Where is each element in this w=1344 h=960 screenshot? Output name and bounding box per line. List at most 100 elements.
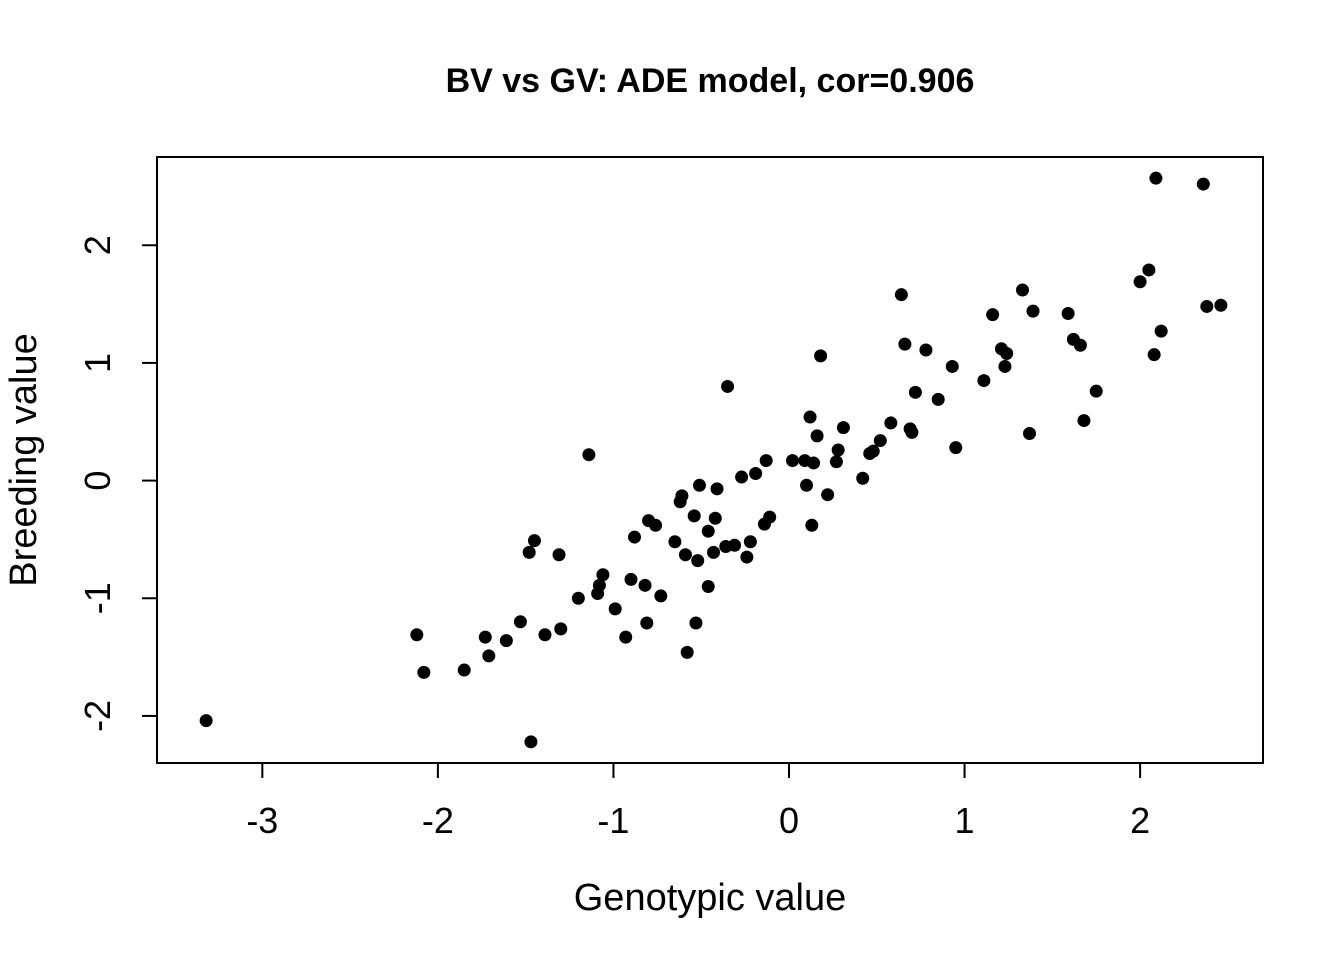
data-point [866, 444, 880, 458]
data-point [592, 578, 606, 592]
data-point [803, 410, 817, 424]
data-points [199, 171, 1228, 749]
data-point [836, 421, 850, 435]
data-point [527, 534, 541, 548]
data-point [538, 628, 552, 642]
x-tick-label: 2 [1130, 800, 1150, 841]
data-point [554, 622, 568, 636]
data-point [571, 591, 585, 605]
x-tick-label: -1 [597, 800, 629, 841]
data-point [894, 288, 908, 302]
data-point [821, 488, 835, 502]
data-point [1089, 384, 1103, 398]
y-tick-label: 1 [77, 353, 118, 373]
y-tick-label: -2 [77, 700, 118, 732]
data-point [740, 550, 754, 564]
data-point [680, 645, 694, 659]
data-point [482, 649, 496, 663]
data-point [596, 568, 610, 582]
data-point [524, 735, 538, 749]
data-point [1200, 299, 1214, 313]
y-tick-label: 0 [77, 471, 118, 491]
data-point [743, 535, 757, 549]
data-point [1147, 348, 1161, 362]
data-point [1000, 347, 1014, 361]
data-point [417, 665, 431, 679]
data-point [986, 308, 1000, 322]
data-point [749, 467, 763, 481]
y-axis-label: Breeding value [3, 333, 45, 587]
data-point [678, 548, 692, 562]
data-point [624, 572, 638, 586]
data-point [884, 416, 898, 430]
data-point [807, 456, 821, 470]
data-point [689, 616, 703, 630]
data-point [649, 518, 663, 532]
x-axis-label: Genotypic value [574, 877, 847, 919]
data-point [608, 602, 622, 616]
data-point [199, 714, 213, 728]
data-point [654, 589, 668, 603]
data-point [998, 359, 1012, 373]
data-point [692, 478, 706, 492]
x-tick-label: 0 [779, 800, 799, 841]
data-point [735, 470, 749, 484]
data-point [1061, 307, 1075, 321]
data-point [908, 385, 922, 399]
data-point [873, 434, 887, 448]
data-point [710, 482, 724, 496]
data-point [1015, 283, 1029, 297]
data-point [513, 615, 527, 629]
data-point [552, 548, 566, 562]
data-point [1133, 275, 1147, 289]
data-point [707, 545, 721, 559]
data-point [728, 538, 742, 552]
data-point [810, 429, 824, 443]
y-axis: -2 -1 0 1 2 [77, 235, 157, 732]
data-point [668, 535, 682, 549]
data-point [619, 630, 633, 644]
data-point [856, 471, 870, 485]
data-point [675, 489, 689, 503]
data-point [759, 454, 773, 468]
data-point [905, 425, 919, 439]
data-point [1023, 427, 1037, 441]
data-point [931, 392, 945, 406]
data-point [977, 374, 991, 388]
data-point [721, 379, 735, 393]
data-point [640, 616, 654, 630]
x-axis: -3 -2 -1 0 1 2 [246, 763, 1150, 841]
data-point [1214, 298, 1228, 312]
data-point [898, 337, 912, 351]
data-point [831, 443, 845, 457]
data-point [1154, 324, 1168, 338]
data-point [763, 510, 777, 524]
data-point [919, 343, 933, 357]
x-tick-label: 1 [955, 800, 975, 841]
y-tick-label: 2 [77, 235, 118, 255]
chart-title: BV vs GV: ADE model, cor=0.906 [446, 62, 975, 100]
data-point [1149, 171, 1163, 185]
data-point [691, 554, 705, 568]
data-point [701, 524, 715, 538]
data-point [945, 359, 959, 373]
data-point [829, 455, 843, 469]
data-point [814, 349, 828, 363]
data-point [949, 441, 963, 455]
data-point [582, 448, 596, 462]
data-point [499, 634, 513, 648]
data-point [800, 478, 814, 492]
data-point [457, 663, 471, 677]
data-point [708, 511, 722, 525]
data-point [410, 628, 424, 642]
data-point [628, 530, 642, 544]
x-tick-label: -3 [246, 800, 278, 841]
data-point [687, 509, 701, 523]
data-point [805, 518, 819, 532]
y-tick-label: -1 [77, 582, 118, 614]
data-point [1196, 177, 1210, 191]
plot-frame [156, 156, 1264, 764]
data-point [1142, 263, 1156, 277]
data-point [638, 578, 652, 592]
